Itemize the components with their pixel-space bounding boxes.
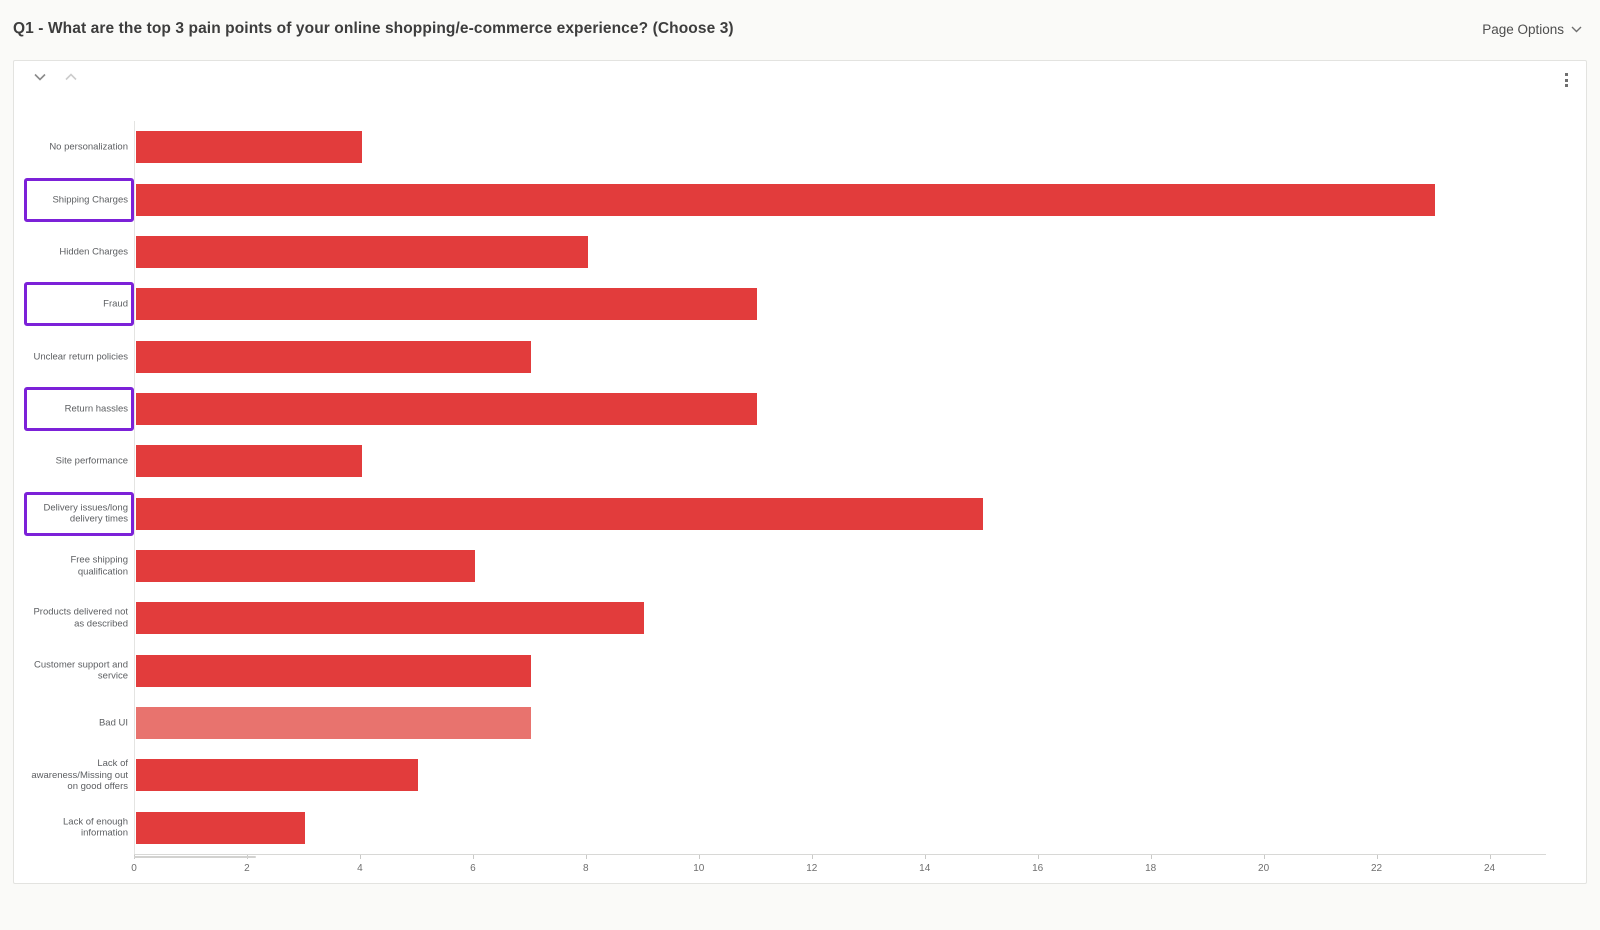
- x-tick-mark: [924, 855, 926, 859]
- category-label: Customer support and service: [34, 659, 128, 682]
- category-label: Lack of awareness/Missing out on good of…: [31, 758, 128, 793]
- plot-area: [134, 121, 1546, 854]
- bar[interactable]: [136, 392, 758, 425]
- category-label: Delivery issues/long delivery times: [43, 502, 128, 525]
- app-header: Q1 - What are the top 3 pain points of y…: [0, 0, 1600, 58]
- category-label: Lack of enough information: [63, 816, 128, 839]
- category-label: Hidden Charges: [59, 246, 128, 258]
- bar[interactable]: [136, 288, 758, 321]
- x-tick-label: 20: [1258, 863, 1270, 874]
- expand-card-button[interactable]: [63, 71, 79, 83]
- highlight-box: [24, 386, 134, 431]
- x-tick-mark: [585, 855, 587, 859]
- chart-card: No personalization Shipping Charges Hidden…: [13, 60, 1587, 884]
- bar[interactable]: [136, 445, 362, 478]
- x-tick-label: 22: [1370, 863, 1383, 874]
- bar[interactable]: [136, 550, 475, 583]
- x-tick-mark: [1263, 855, 1265, 859]
- x-tick-label: 10: [693, 863, 705, 874]
- category-label: Fraud: [103, 298, 128, 310]
- bar[interactable]: [136, 654, 532, 687]
- x-tick-label: 18: [1145, 863, 1157, 874]
- x-tick-mark: [1376, 855, 1378, 859]
- bar[interactable]: [136, 602, 645, 635]
- chevron-down-icon: [1571, 26, 1582, 33]
- category-labels: No personalization Shipping Charges Hidden…: [14, 121, 134, 854]
- x-tick-mark: [1489, 855, 1491, 859]
- page-title: Q1 - What are the top 3 pain points of y…: [13, 20, 734, 37]
- x-tick-label: 16: [1032, 863, 1044, 874]
- x-tick-label: 4: [357, 863, 363, 874]
- chevron-down-icon: [34, 69, 46, 84]
- highlight-box: [24, 491, 134, 536]
- horizontal-scrollbar-thumb[interactable]: [134, 856, 256, 858]
- x-tick-label: 12: [806, 863, 818, 874]
- bar[interactable]: [136, 183, 1436, 216]
- category-label: No personalization: [49, 141, 128, 153]
- category-label: Unclear return policies: [33, 350, 128, 362]
- x-tick-mark: [811, 855, 813, 859]
- x-tick-label: 24: [1483, 863, 1496, 874]
- bar[interactable]: [136, 340, 532, 373]
- bar[interactable]: [136, 811, 306, 844]
- x-tick-mark: [359, 855, 361, 859]
- x-tick-mark: [1037, 855, 1039, 859]
- bar[interactable]: [136, 497, 984, 530]
- category-label: Bad UI: [98, 717, 128, 729]
- bar[interactable]: [136, 759, 419, 792]
- x-tick-mark: [472, 855, 474, 859]
- category-label: Return hassles: [64, 403, 128, 415]
- x-tick-label: 8: [583, 863, 589, 874]
- bar[interactable]: [136, 131, 362, 164]
- x-tick-label: 0: [131, 863, 137, 874]
- category-label: Shipping Charges: [52, 193, 128, 205]
- bar[interactable]: [136, 235, 588, 268]
- x-axis: 0 2 4 6 8 10 12 14 16 18 20 22 24: [131, 854, 1546, 882]
- highlight-box: [24, 177, 134, 222]
- page-options-button[interactable]: Page Options: [1482, 22, 1582, 37]
- x-tick-label: 14: [919, 863, 931, 874]
- category-label: Free shipping qualification: [70, 554, 128, 578]
- x-tick-mark: [698, 855, 700, 859]
- kebab-menu-icon[interactable]: [1559, 70, 1573, 90]
- category-label: Site performance: [55, 455, 128, 467]
- card-collapse-controls: [32, 71, 79, 83]
- x-tick-mark: [1150, 855, 1152, 859]
- x-tick-label: 6: [470, 863, 476, 874]
- category-label: Products delivered not as described: [33, 606, 128, 630]
- bar[interactable]: [136, 707, 532, 740]
- highlight-box: [24, 282, 134, 327]
- collapse-card-button[interactable]: [32, 71, 48, 83]
- chevron-up-icon: [65, 69, 77, 84]
- page-options-label: Page Options: [1482, 21, 1564, 37]
- x-tick-label: 2: [244, 863, 250, 874]
